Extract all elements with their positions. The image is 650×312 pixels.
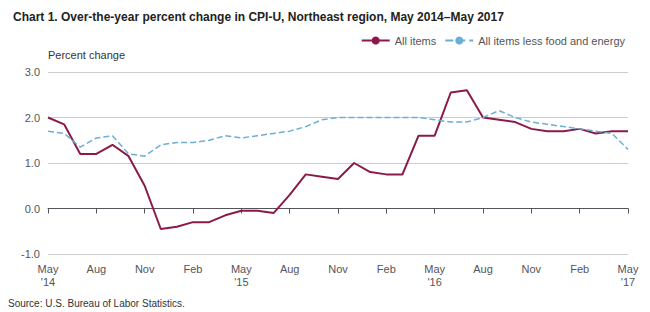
svg-text:0.0: 0.0 [25, 203, 40, 215]
svg-text:May: May [231, 263, 252, 275]
svg-text:Feb: Feb [184, 263, 203, 275]
svg-text:'17: '17 [621, 276, 635, 288]
svg-text:Aug: Aug [473, 263, 493, 275]
svg-text:2.0: 2.0 [25, 112, 40, 124]
svg-text:Percent change: Percent change [48, 49, 125, 61]
svg-text:Chart 1. Over-the-year percent: Chart 1. Over-the-year percent change in… [13, 10, 504, 24]
svg-text:'14: '14 [41, 276, 55, 288]
svg-text:May: May [424, 263, 445, 275]
svg-text:Source: U.S. Bureau of Labor S: Source: U.S. Bureau of Labor Statistics. [8, 298, 185, 309]
svg-text:'15: '15 [234, 276, 248, 288]
svg-text:All items: All items [395, 35, 437, 47]
svg-text:Feb: Feb [377, 263, 396, 275]
svg-text:May: May [38, 263, 59, 275]
svg-text:1.0: 1.0 [25, 157, 40, 169]
svg-text:Aug: Aug [87, 263, 107, 275]
svg-text:'16: '16 [427, 276, 441, 288]
svg-text:All items less food and energy: All items less food and energy [478, 35, 625, 47]
svg-text:May: May [618, 263, 639, 275]
svg-text:Nov: Nov [522, 263, 542, 275]
svg-text:Nov: Nov [135, 263, 155, 275]
svg-text:Feb: Feb [570, 263, 589, 275]
svg-text:Nov: Nov [328, 263, 348, 275]
svg-text:-1.0: -1.0 [21, 248, 40, 260]
svg-text:3.0: 3.0 [25, 66, 40, 78]
svg-text:Aug: Aug [280, 263, 300, 275]
